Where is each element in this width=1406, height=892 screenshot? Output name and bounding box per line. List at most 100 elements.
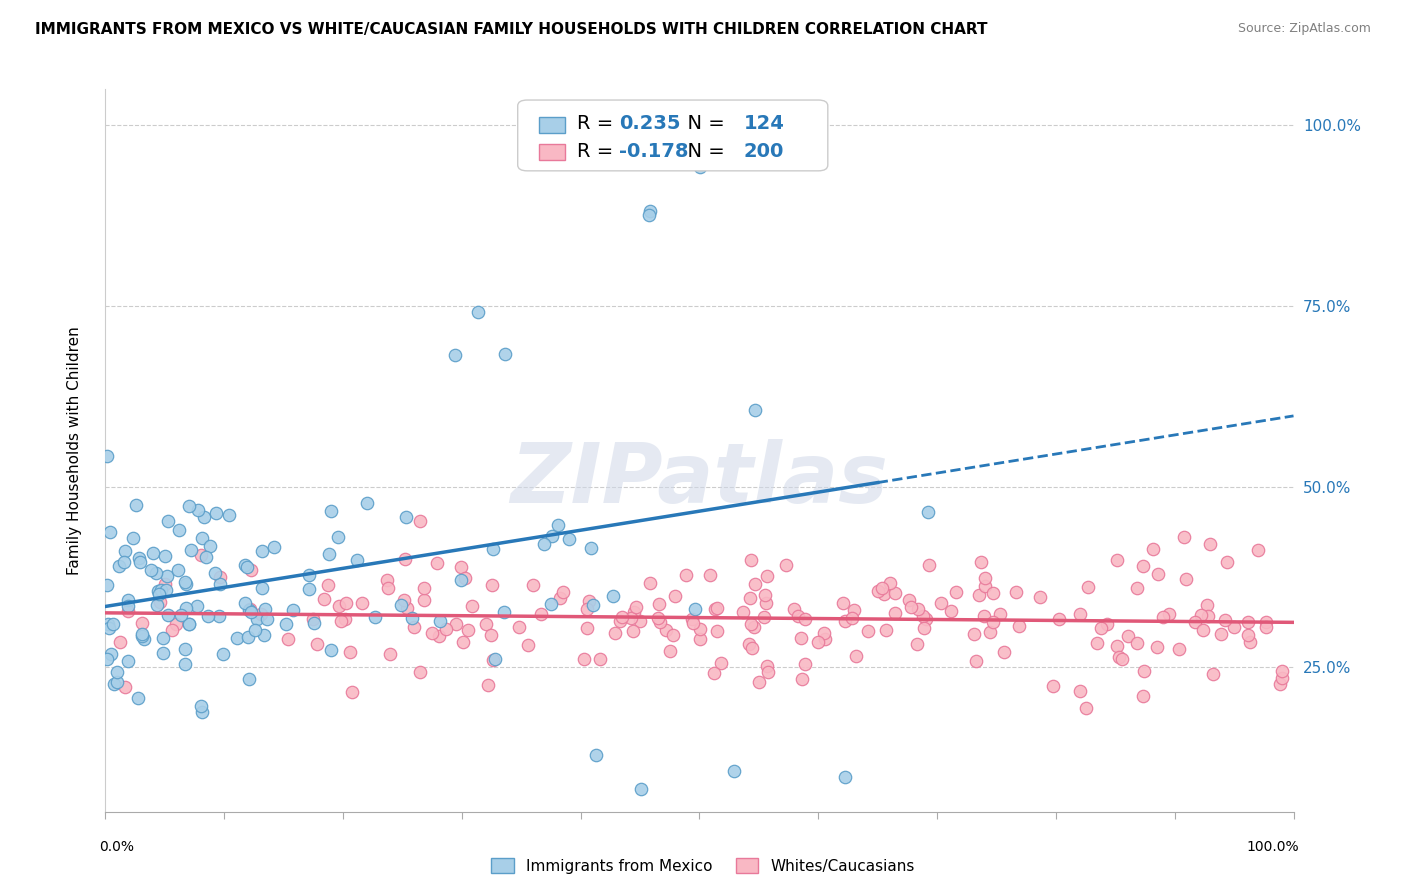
Point (444, 617, 467, 632)
Point (648, 597, 671, 611)
Point (1095, 617, 1118, 632)
Point (706, 601, 728, 615)
Point (121, 531, 143, 545)
Point (253, 601, 276, 615)
Point (689, 160, 711, 174)
Point (363, 609, 385, 624)
Point (1047, 612, 1070, 626)
Point (187, 502, 209, 516)
Point (630, 782, 652, 797)
Point (148, 584, 170, 599)
Point (979, 624, 1001, 639)
Point (454, 570, 477, 584)
Point (905, 637, 928, 651)
Point (813, 626, 835, 640)
Point (131, 629, 153, 643)
Point (165, 616, 187, 631)
Point (786, 609, 808, 624)
Point (703, 666, 725, 681)
Point (790, 673, 813, 687)
Point (96, 449, 118, 463)
Point (897, 593, 920, 607)
Point (1069, 684, 1091, 698)
Point (522, 578, 544, 592)
Text: N =: N = (675, 142, 731, 161)
Point (1184, 615, 1206, 629)
Point (973, 608, 995, 623)
Point (253, 628, 276, 642)
Point (1254, 620, 1277, 634)
Point (177, 616, 200, 631)
Point (744, 403, 766, 417)
Point (152, 646, 174, 660)
Point (704, 602, 727, 616)
Point (685, 601, 707, 615)
Point (699, 567, 721, 582)
Point (813, 632, 835, 646)
Point (1152, 610, 1174, 624)
Text: R =: R = (576, 142, 620, 161)
Point (318, 547, 340, 561)
Point (321, 504, 343, 518)
Point (263, 540, 285, 554)
Point (238, 673, 260, 687)
Point (581, 541, 603, 555)
Text: 200: 200 (744, 142, 783, 161)
Point (1108, 649, 1130, 664)
Point (1197, 609, 1219, 624)
Point (624, 599, 647, 614)
Point (157, 607, 180, 622)
Text: 0.0%: 0.0% (100, 840, 135, 855)
Point (1004, 585, 1026, 599)
Point (912, 621, 935, 635)
Point (1074, 701, 1097, 715)
Point (174, 577, 197, 591)
Point (517, 638, 540, 652)
Point (917, 558, 939, 573)
Point (412, 581, 434, 595)
Point (1237, 628, 1260, 642)
Point (605, 625, 627, 640)
Point (333, 613, 356, 627)
Point (389, 598, 412, 612)
Point (754, 588, 776, 602)
Point (775, 558, 797, 573)
Point (145, 566, 167, 580)
Point (190, 698, 212, 713)
Point (662, 628, 685, 642)
Point (408, 665, 430, 679)
Point (929, 596, 952, 610)
Point (128, 551, 150, 566)
Point (1202, 667, 1225, 681)
Point (190, 549, 212, 563)
Point (277, 632, 299, 646)
Point (457, 624, 479, 638)
Text: R =: R = (576, 114, 620, 134)
Point (741, 641, 763, 656)
Point (794, 657, 817, 671)
Point (240, 563, 263, 577)
Point (638, 204, 661, 219)
Point (1271, 671, 1294, 685)
Point (508, 620, 530, 634)
Text: ZIPatlas: ZIPatlas (510, 439, 889, 520)
Point (664, 589, 686, 603)
Point (156, 568, 179, 582)
Point (740, 616, 762, 631)
Point (225, 631, 247, 645)
Point (558, 532, 581, 546)
Point (236, 559, 259, 574)
Point (970, 555, 993, 569)
Point (1254, 615, 1277, 629)
Point (208, 609, 231, 624)
Point (1223, 620, 1246, 634)
Point (794, 612, 817, 626)
Point (101, 617, 124, 632)
Point (682, 615, 704, 630)
Point (96, 578, 118, 592)
Point (589, 652, 612, 666)
Point (981, 615, 1004, 629)
Point (744, 577, 766, 591)
Point (169, 608, 191, 623)
Point (330, 614, 353, 628)
